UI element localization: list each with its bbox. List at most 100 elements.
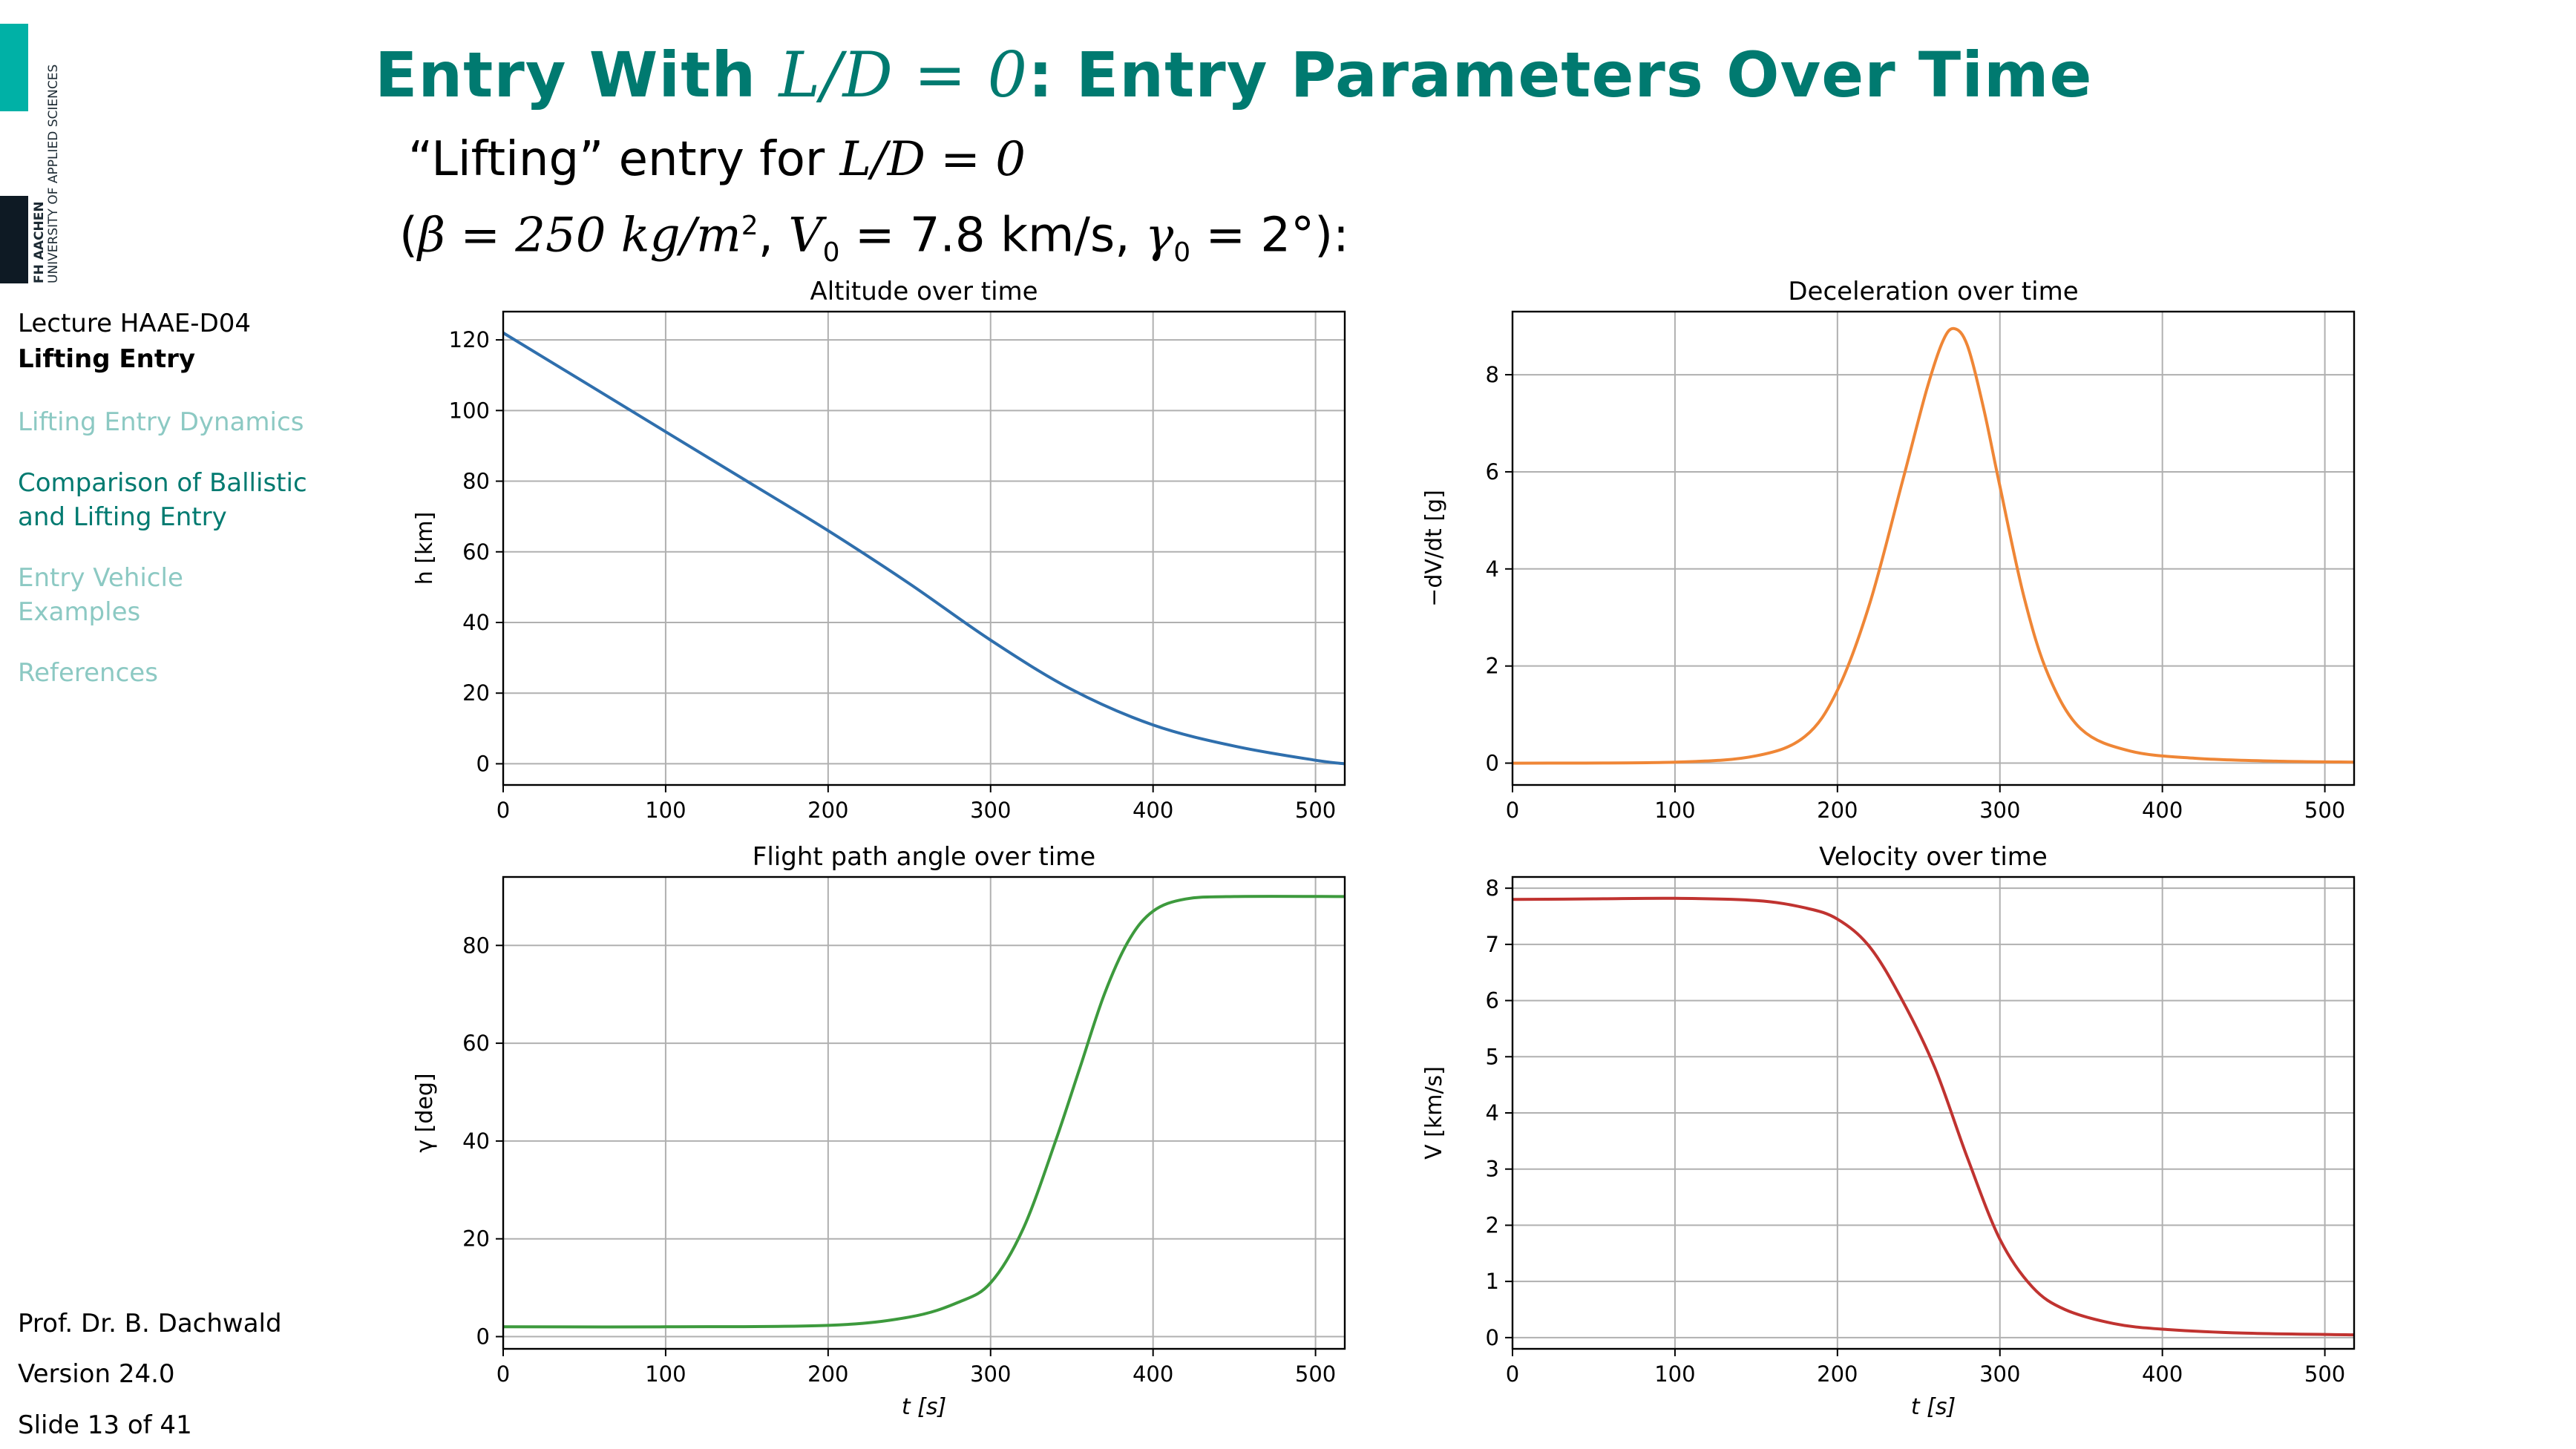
chart-title: Velocity over time	[1819, 842, 2048, 872]
x-tick-label: 300	[970, 1361, 1011, 1387]
y-tick-label: 4	[1486, 1100, 1499, 1126]
sidebar-topic: Lifting Entry	[18, 344, 196, 374]
x-tick-label: 500	[1295, 1361, 1336, 1387]
footer-version: Version 24.0	[18, 1359, 175, 1389]
chart-title: Flight path angle over time	[753, 842, 1095, 872]
x-tick-label: 300	[1979, 1361, 2020, 1387]
x-tick-label: 400	[1133, 1361, 1173, 1387]
subtitle-g0-sub: 0	[1173, 237, 1191, 269]
y-tick-label: 6	[1486, 459, 1499, 484]
subtitle-v0-sym: V	[788, 208, 823, 263]
y-tick-label: 0	[1486, 1325, 1499, 1350]
footer-slide-number: Slide 13 of 41	[18, 1410, 192, 1440]
subtitle-open: (	[399, 208, 418, 263]
footer-author: Prof. Dr. B. Dachwald	[18, 1309, 282, 1338]
x-axis-label: t [s]	[1911, 1394, 1956, 1420]
title-suffix: : Entry Parameters Over Time	[1028, 39, 2093, 111]
chart-1: 0 100 200 300 400 500 0 2 4 6 8 Deceleration over t…	[1421, 277, 2356, 823]
chart-title: Altitude over time	[810, 277, 1038, 306]
y-tick-label: 4	[1486, 556, 1499, 582]
subtitle-g0-val: = 2°):	[1190, 208, 1349, 263]
y-tick-label: 20	[462, 1226, 490, 1252]
x-tick-label: 400	[1133, 798, 1173, 823]
y-axis-label: V [km/s]	[1421, 1066, 1447, 1160]
y-tick-label: 2	[1486, 1212, 1499, 1238]
y-tick-label: 40	[462, 1128, 490, 1154]
y-tick-label: 6	[1486, 988, 1499, 1013]
x-tick-label: 0	[496, 1361, 510, 1387]
y-tick-label: 120	[449, 327, 490, 352]
y-tick-label: 1	[1486, 1269, 1499, 1294]
y-tick-label: 100	[449, 398, 490, 423]
y-axis-label: −dV/dt [g]	[1421, 490, 1447, 607]
x-tick-label: 300	[1979, 798, 2020, 823]
series-line	[1513, 896, 2354, 1337]
sidebar-item-entry-vehicle-examples[interactable]: Entry Vehicle Examples	[18, 563, 183, 627]
x-tick-label: 500	[2304, 1361, 2345, 1387]
y-tick-label: 8	[1486, 362, 1499, 387]
x-tick-label: 0	[1506, 1361, 1519, 1387]
y-tick-label: 0	[476, 751, 490, 776]
x-tick-label: 400	[2142, 1361, 2183, 1387]
x-tick-label: 200	[1817, 1361, 1858, 1387]
series-line	[1513, 326, 2354, 765]
x-tick-label: 500	[2304, 798, 2345, 823]
subtitle-line1-prefix: “Lifting” entry for	[408, 132, 840, 187]
x-tick-label: 100	[645, 1361, 686, 1387]
chart-0: 0 100 200 300 400 500 0 20 40 60 80 100 120 Altitude …	[412, 277, 1346, 823]
y-tick-label: 7	[1486, 932, 1499, 957]
sidebar-item-comparison[interactable]: Comparison of Ballistic and Lifting Entr…	[18, 468, 307, 532]
y-tick-label: 80	[462, 933, 490, 958]
x-tick-label: 0	[496, 798, 510, 823]
subtitle-comma: ,	[758, 208, 789, 263]
subtitle-v0-val: = 7.8 km/s,	[839, 208, 1145, 263]
x-tick-label: 200	[807, 1361, 848, 1387]
y-tick-label: 80	[462, 469, 490, 494]
subtitle-line1-math: L/D = 0	[839, 132, 1026, 187]
y-tick-label: 60	[462, 1031, 490, 1056]
x-tick-label: 500	[1295, 798, 1336, 823]
y-tick-label: 5	[1486, 1044, 1499, 1069]
x-tick-label: 0	[1506, 798, 1519, 823]
sidebar-lecture: Lecture HAAE-D04	[18, 309, 252, 338]
chart-title: Deceleration over time	[1788, 277, 2078, 306]
plot-frame	[502, 310, 1346, 786]
y-tick-label: 0	[1486, 751, 1499, 776]
chart-2: 0 100 200 300 400 500 0 20 40 60 80 Flight path ang…	[412, 842, 1346, 1420]
y-axis-label: h [km]	[412, 512, 438, 585]
x-tick-label: 100	[1654, 1361, 1695, 1387]
subtitle-beta: β = 250 kg/m	[417, 208, 741, 263]
series-line	[503, 331, 1345, 766]
y-axis-label: γ [deg]	[412, 1073, 438, 1152]
y-tick-label: 60	[462, 539, 490, 565]
x-axis-label: t [s]	[902, 1394, 946, 1420]
y-tick-label: 0	[476, 1324, 490, 1350]
logo-bar-dark	[0, 196, 28, 283]
y-tick-label: 3	[1486, 1157, 1499, 1182]
sidebar-item-references[interactable]: References	[18, 658, 158, 688]
y-tick-label: 2	[1486, 654, 1499, 679]
x-tick-label: 200	[1817, 798, 1858, 823]
plot-frame	[1511, 310, 2356, 786]
x-tick-label: 400	[2142, 798, 2183, 823]
subtitle-g0-sym: γ	[1144, 208, 1174, 263]
subtitle: “Lifting” entry for L/D = 0 (β = 250 kg/…	[399, 126, 1349, 286]
subtitle-v0-sub: 0	[822, 237, 840, 269]
subtitle-beta-sup: 2	[741, 211, 758, 241]
subtitle-line1: “Lifting” entry for L/D = 0	[408, 126, 1349, 193]
y-tick-label: 40	[462, 610, 490, 635]
sidebar-item-lifting-entry-dynamics[interactable]: Lifting Entry Dynamics	[18, 407, 304, 437]
y-tick-label: 20	[462, 680, 490, 706]
chart-3: 0 100 200 300 400 500 0 1 2 3 4 5 6 7 8 Velocity over t…	[1421, 842, 2356, 1420]
y-tick-label: 8	[1486, 875, 1499, 901]
sidebar: Lecture HAAE-D04 Lifting Entry Lifting E…	[18, 306, 330, 690]
page-title: Entry With L/D = 0: Entry Parameters Ove…	[375, 39, 2092, 111]
plot-frame	[502, 875, 1346, 1350]
x-tick-label: 100	[645, 798, 686, 823]
series-line	[503, 895, 1345, 1329]
x-tick-label: 100	[1654, 798, 1695, 823]
title-prefix: Entry With	[375, 39, 779, 111]
title-math: L/D = 0	[779, 39, 1029, 111]
subtitle-line2: (β = 250 kg/m2, V0 = 7.8 km/s, γ0 = 2°):	[399, 193, 1349, 286]
